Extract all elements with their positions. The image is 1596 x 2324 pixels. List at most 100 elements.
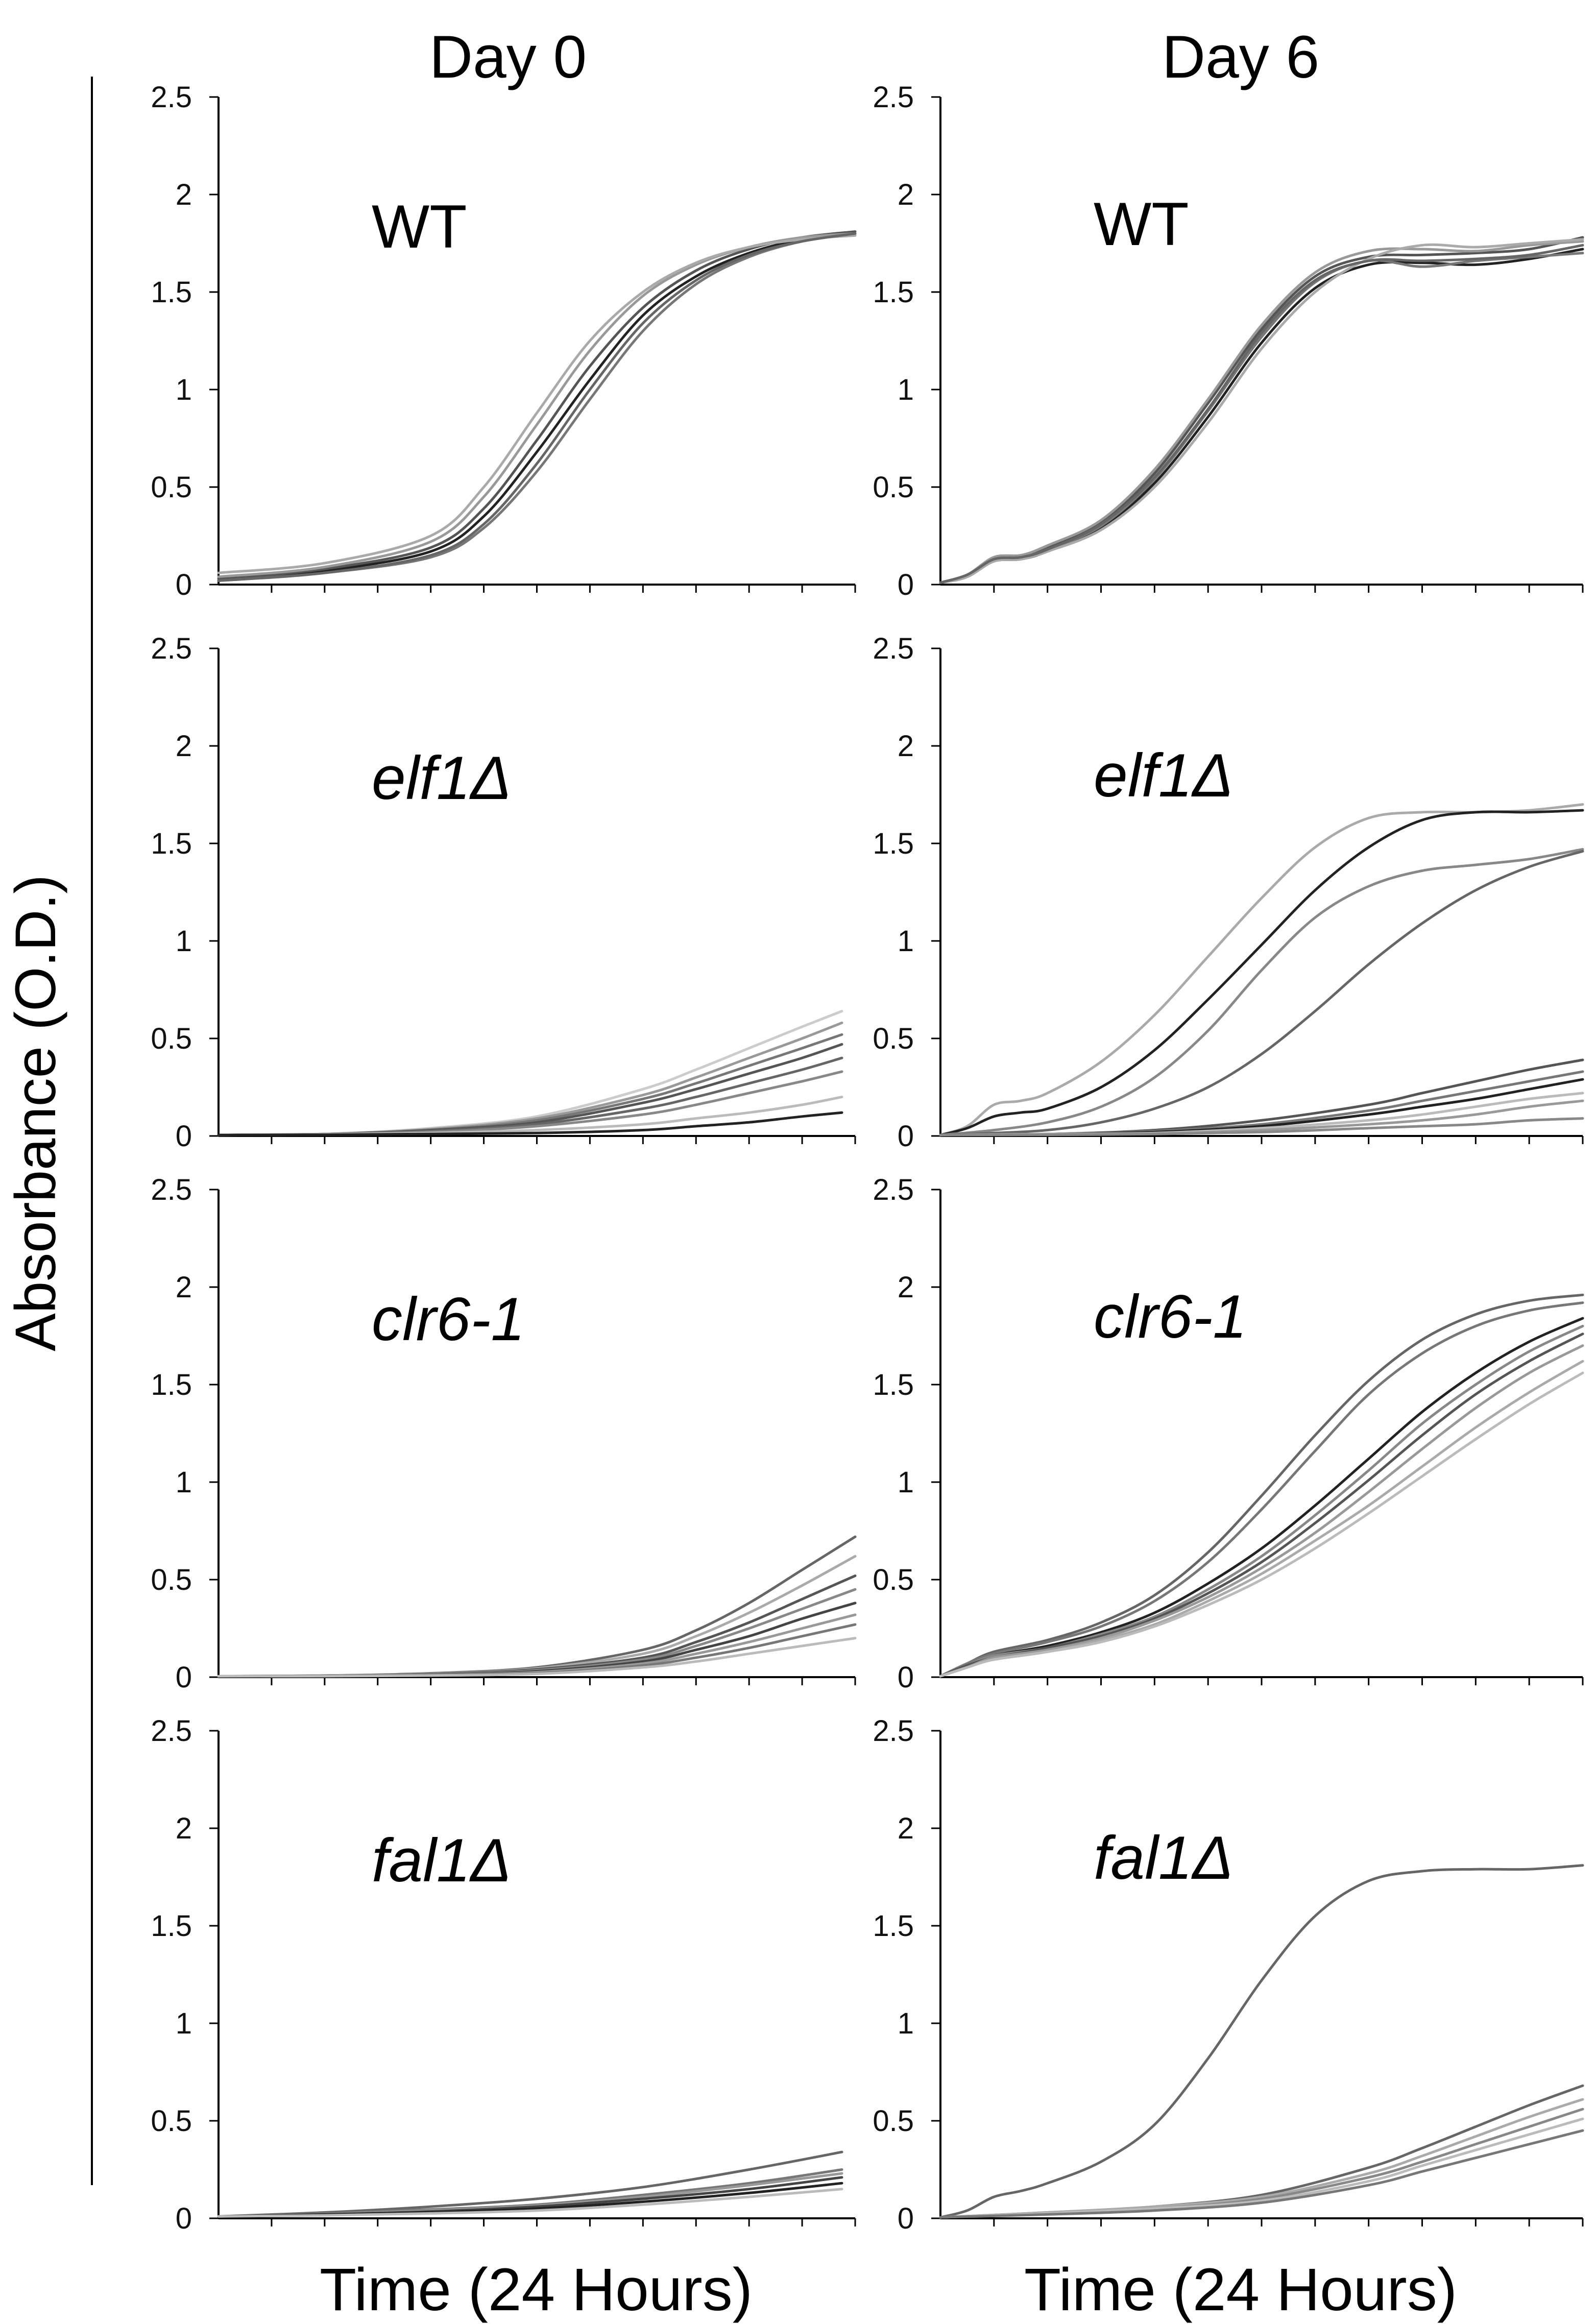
series-line-replicate-5 [939, 238, 1584, 584]
y-tick-label: 0.5 [873, 471, 914, 504]
y-tick-label: 0 [176, 1661, 192, 1694]
y-tick-label: 1 [176, 373, 192, 406]
series-line-isolate-7 [939, 1078, 1584, 1136]
series-line-isolate-6 [939, 1344, 1584, 1678]
y-tick-label: 2.5 [151, 632, 192, 665]
y-tick-label: 0.5 [873, 1563, 914, 1596]
y-tick-label: 2 [898, 1271, 914, 1304]
y-tick-label: 1.5 [151, 1909, 192, 1943]
series-line-isolate-8 [939, 1371, 1584, 1678]
y-tick-label: 1 [898, 925, 914, 958]
y-tick-label: 1 [898, 2007, 914, 2040]
column-title-day-6: Day 6 [1162, 23, 1319, 91]
panel-elf1-day-0: 0 0.5 1 1.5 2 2.5 elf1Δ [151, 632, 856, 1153]
y-tick-label: 1 [176, 1466, 192, 1499]
y-tick-label: 0 [176, 2202, 192, 2235]
y-tick-label: 2.5 [873, 1173, 914, 1206]
series-line-replicate-6 [939, 244, 1584, 584]
series-line-isolate-8 [217, 1111, 843, 1136]
y-tick-label: 2 [898, 730, 914, 763]
y-tick-label: 2 [898, 1812, 914, 1845]
y-tick-label: 0.5 [151, 471, 192, 504]
y-tick-label: 0.5 [873, 1022, 914, 1055]
series-line-isolate-7 [217, 1096, 843, 1136]
series-line-isolate-2 [939, 1301, 1584, 1678]
series-line-replicate-4 [939, 240, 1584, 584]
panel-fal1-day-0: 0 0.5 1 1.5 2 2.5 fal1Δ [151, 1714, 856, 2235]
series-line-isolate-7 [939, 1360, 1584, 1678]
y-tick-label: 1.5 [151, 1368, 192, 1401]
y-tick-label: 0 [898, 1661, 914, 1694]
series-line-replicate-5 [217, 234, 857, 574]
series-line-isolate-10 [939, 1117, 1584, 1136]
y-tick-label: 0.5 [873, 2104, 914, 2138]
panel-clr6-1-day-6: 0 0.5 1 1.5 2 2.5 clr6-1 [873, 1173, 1584, 1694]
y-tick-label: 1.5 [873, 827, 914, 860]
series-line-isolate-6 [217, 1070, 843, 1136]
y-tick-label: 0 [176, 1120, 192, 1153]
series-line-replicate-2 [217, 230, 857, 580]
y-tick-label: 2.5 [873, 81, 914, 114]
y-tick-label: 0.5 [151, 2104, 192, 2138]
series-line-isolate-3 [939, 848, 1584, 1136]
panel-label: fal1Δ [1094, 1824, 1234, 1892]
series-line-isolate-4 [939, 1324, 1584, 1678]
y-tick-label: 0 [898, 568, 914, 601]
panel-label: fal1Δ [372, 1826, 512, 1895]
y-tick-label: 2.5 [873, 1714, 914, 1748]
y-tick-label: 2.5 [873, 632, 914, 665]
y-tick-label: 1.5 [873, 276, 914, 309]
panel-fal1-day-6: 0 0.5 1 1.5 2 2.5 fal1Δ [873, 1714, 1584, 2235]
y-tick-label: 0 [176, 568, 192, 601]
series-line-replicate-1 [939, 248, 1584, 584]
y-tick-label: 1.5 [873, 1909, 914, 1943]
panel-label: WT [1094, 190, 1189, 258]
panels-layer: 0 0.5 1 1.5 2 2.5 WT 0 0.5 1 1.5 2 2.5 WT 0 0.5 1 1.5 2 2.5… [151, 81, 1584, 2235]
series-line-isolate-1 [939, 1293, 1584, 1678]
series-line-replicate-6 [217, 232, 857, 582]
y-tick-label: 2.5 [151, 1714, 192, 1748]
panel-label: WT [372, 192, 467, 261]
panel-clr6-1-day-0: 0 0.5 1 1.5 2 2.5 clr6-1 [151, 1173, 857, 1694]
y-tick-label: 2.5 [151, 81, 192, 114]
column-title-day-0: Day 0 [429, 23, 587, 91]
series-line-isolate-2 [939, 809, 1584, 1136]
series-line-replicate-3 [939, 252, 1584, 584]
series-line-isolate-8 [217, 1637, 857, 1678]
y-tick-label: 2 [898, 178, 914, 211]
y-tick-label: 2.5 [151, 1173, 192, 1206]
series-line-isolate-4 [939, 850, 1584, 1136]
panel-label: clr6-1 [372, 1285, 525, 1353]
y-tick-label: 2 [176, 1812, 192, 1845]
series-line-isolate-2 [217, 1555, 857, 1678]
y-tick-label: 1 [898, 1466, 914, 1499]
panel-label: elf1Δ [372, 744, 512, 812]
series-line-isolate-3 [217, 1574, 857, 1678]
y-tick-label: 0.5 [151, 1022, 192, 1055]
y-tick-label: 2 [176, 1271, 192, 1304]
x-axis-title-left: Time (24 Hours) [320, 2256, 753, 2323]
panel-wt-day-0: 0 0.5 1 1.5 2 2.5 WT [151, 81, 857, 601]
y-axis-title: Absorbance (O.D.) [4, 875, 67, 1351]
y-tick-label: 0 [898, 1120, 914, 1153]
series-line-replicate-1 [217, 232, 857, 582]
series-line-isolate-6 [217, 2188, 843, 2218]
y-tick-label: 1.5 [151, 827, 192, 860]
y-tick-label: 1 [898, 373, 914, 406]
series-line-isolate-3 [939, 1317, 1584, 1678]
series-line-replicate-2 [939, 236, 1584, 584]
panel-label: clr6-1 [1094, 1282, 1247, 1351]
y-tick-label: 1.5 [151, 276, 192, 309]
y-tick-label: 1.5 [873, 1368, 914, 1401]
x-axis-title-right: Time (24 Hours) [1024, 2256, 1457, 2323]
series-line-isolate-5 [939, 1333, 1584, 1678]
y-tick-label: 2 [176, 178, 192, 211]
y-tick-label: 0 [898, 2202, 914, 2235]
panel-wt-day-6: 0 0.5 1 1.5 2 2.5 WT [873, 81, 1584, 601]
y-tick-label: 1 [176, 925, 192, 958]
series-line-replicate-4 [217, 232, 857, 578]
y-tick-label: 0.5 [151, 1563, 192, 1596]
series-line-isolate-2 [217, 1021, 843, 1136]
series-line-isolate-6 [939, 2129, 1584, 2219]
